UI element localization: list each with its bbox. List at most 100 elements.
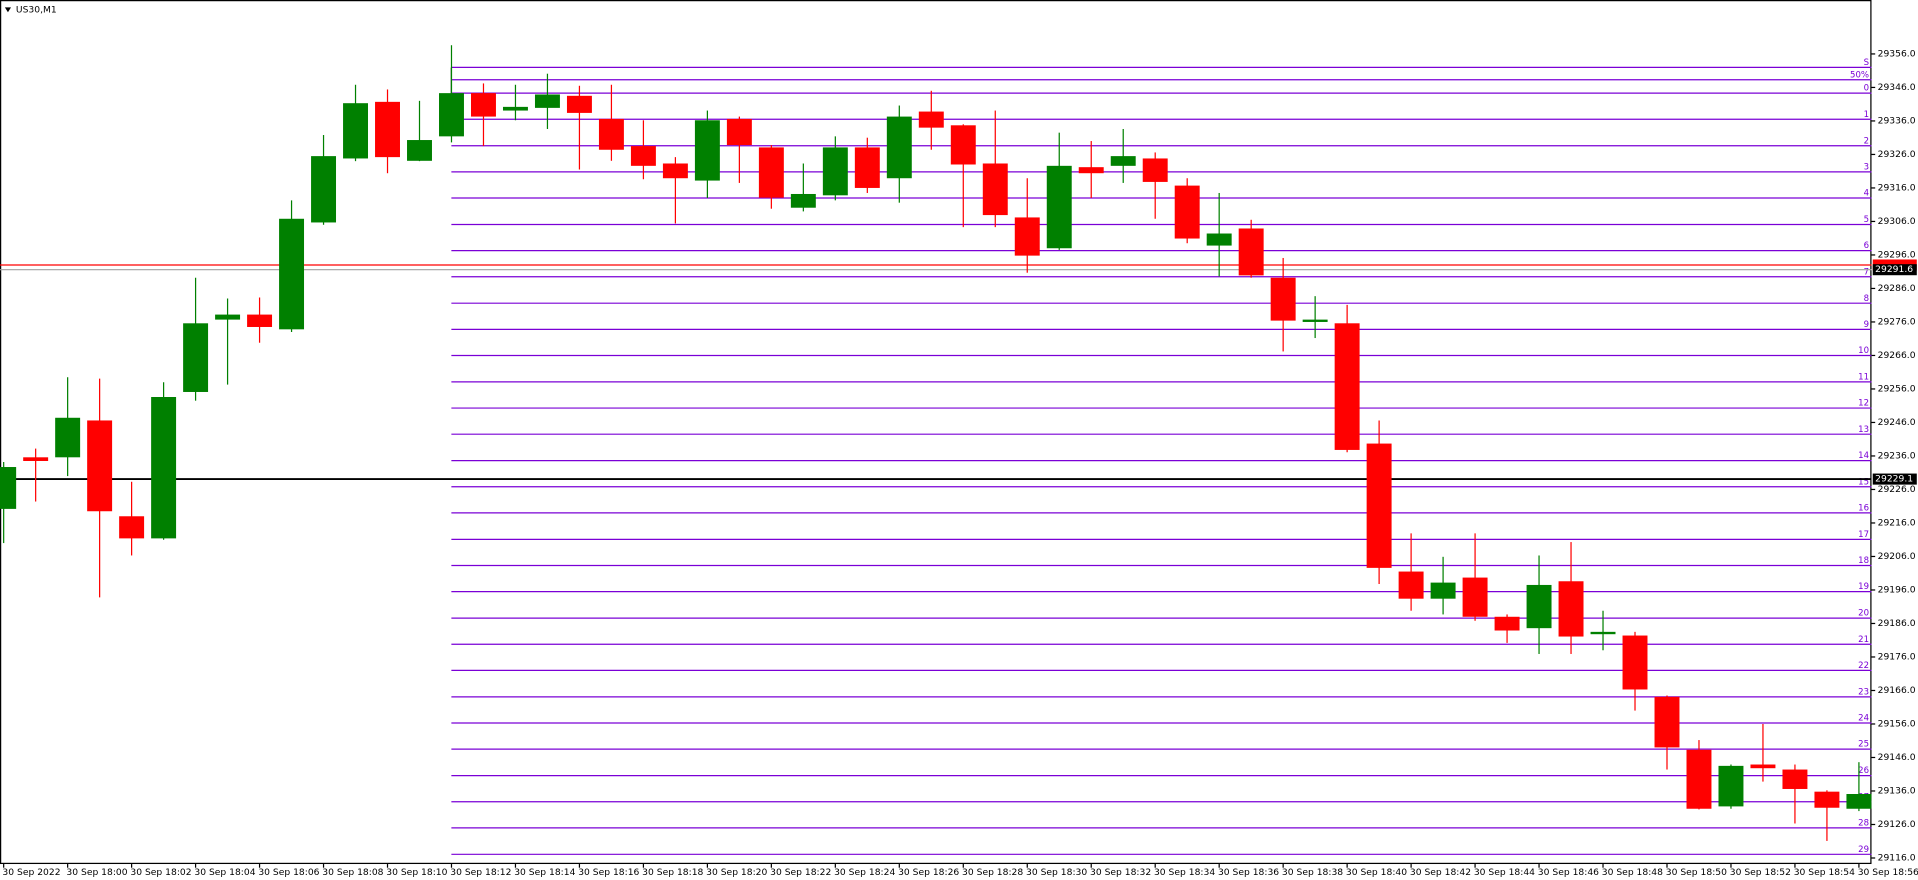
candle-body xyxy=(566,95,592,113)
x-tick-label: 30 Sep 18:02 xyxy=(130,867,191,878)
candle-body xyxy=(694,120,720,181)
x-tick-label: 30 Sep 18:38 xyxy=(1282,867,1343,878)
candle-body xyxy=(1686,749,1712,809)
candle-body xyxy=(311,156,337,223)
y-tick-label: 29186.0 xyxy=(1878,618,1916,629)
x-tick-label: 30 Sep 18:52 xyxy=(1730,867,1791,878)
candle-body xyxy=(183,323,209,392)
y-tick-label: 29316.0 xyxy=(1878,182,1916,193)
candle-body xyxy=(1046,165,1072,249)
y-tick-label: 29206.0 xyxy=(1878,551,1916,562)
x-tick-label: 30 Sep 18:44 xyxy=(1474,867,1535,878)
x-tick-label: 30 Sep 18:28 xyxy=(962,867,1023,878)
x-tick-label: 30 Sep 18:16 xyxy=(578,867,639,878)
candle-body xyxy=(151,397,177,539)
level-label: 8 xyxy=(1864,294,1869,304)
x-tick-label: 30 Sep 18:22 xyxy=(770,867,831,878)
candle-body xyxy=(1590,631,1616,635)
y-tick-label: 29246.0 xyxy=(1878,417,1916,428)
candle-body xyxy=(1526,584,1552,629)
level-label: 4 xyxy=(1864,189,1869,199)
y-tick-label: 29286.0 xyxy=(1878,283,1916,294)
candle-body xyxy=(1846,794,1872,809)
y-tick-label: 29326.0 xyxy=(1878,149,1916,160)
candle-body xyxy=(279,218,305,330)
candle-body xyxy=(1366,443,1392,568)
level-label: 28 xyxy=(1858,818,1869,828)
y-tick-label: 29276.0 xyxy=(1878,316,1916,327)
candle-body xyxy=(502,106,528,111)
level-label: 17 xyxy=(1858,530,1869,540)
level-label: 20 xyxy=(1858,609,1869,619)
candle-body xyxy=(1206,233,1232,246)
level-label: 29 xyxy=(1858,845,1869,855)
y-tick-label: 29356.0 xyxy=(1878,48,1916,59)
level-label: 23 xyxy=(1858,687,1869,697)
level-label: 9 xyxy=(1864,320,1869,330)
candle-body xyxy=(726,118,752,146)
y-tick-label: 29306.0 xyxy=(1878,216,1916,227)
x-tick-label: 30 Sep 18:08 xyxy=(322,867,383,878)
x-tick-label: 30 Sep 18:54 xyxy=(1794,867,1855,878)
level-label: 22 xyxy=(1858,661,1869,671)
level-label: 11 xyxy=(1858,372,1869,382)
y-tick-label: 29196.0 xyxy=(1878,584,1916,595)
x-tick-label: 30 Sep 18:40 xyxy=(1346,867,1407,878)
x-tick-label: 30 Sep 18:36 xyxy=(1218,867,1279,878)
level-label: 18 xyxy=(1858,556,1869,566)
candle-body xyxy=(950,125,976,165)
candle-body xyxy=(375,101,400,158)
candle-body xyxy=(439,93,464,137)
level-label: 6 xyxy=(1864,241,1869,251)
chart-title: US30,M1 xyxy=(16,4,57,15)
x-tick-label: 30 Sep 18:04 xyxy=(194,867,255,878)
candle-body xyxy=(1014,217,1040,256)
level-label: 14 xyxy=(1858,451,1869,461)
candle-body xyxy=(854,147,880,188)
level-label: 2 xyxy=(1864,136,1869,146)
candle-body xyxy=(822,147,848,196)
price-label: 29291.6 xyxy=(1875,264,1913,275)
candle-body xyxy=(471,93,496,117)
x-tick-label: 30 Sep 2022 xyxy=(2,867,60,878)
x-tick-label: 30 Sep 18:50 xyxy=(1666,867,1727,878)
candle-body xyxy=(119,516,145,539)
level-label: 1 xyxy=(1864,110,1869,120)
y-tick-label: 29136.0 xyxy=(1878,785,1916,796)
candle-body xyxy=(1718,765,1744,807)
price-label-box xyxy=(1872,473,1917,485)
candle-body xyxy=(758,147,784,198)
candle-body xyxy=(0,467,17,509)
candle-body xyxy=(1238,228,1264,276)
level-label: 10 xyxy=(1858,346,1869,356)
y-tick-label: 29346.0 xyxy=(1878,82,1916,93)
x-tick-label: 30 Sep 18:46 xyxy=(1538,867,1599,878)
candle-body xyxy=(1334,323,1360,450)
candle-body xyxy=(1750,764,1776,769)
candle-body xyxy=(598,118,624,150)
price-label-box xyxy=(1872,264,1917,276)
y-tick-label: 29166.0 xyxy=(1878,685,1916,696)
candle-body xyxy=(1558,581,1584,637)
level-label: 15 xyxy=(1858,477,1869,487)
x-tick-label: 30 Sep 18:00 xyxy=(66,867,127,878)
candle-body xyxy=(982,163,1008,216)
level-label: 24 xyxy=(1858,714,1869,724)
level-label: 50% xyxy=(1850,70,1869,80)
candle-body xyxy=(1302,319,1328,322)
candle-body xyxy=(1174,185,1200,239)
candle-body xyxy=(630,146,656,166)
y-tick-label: 29126.0 xyxy=(1878,819,1916,830)
candle-body xyxy=(1814,791,1840,808)
y-tick-label: 29176.0 xyxy=(1878,651,1916,662)
x-tick-label: 30 Sep 18:32 xyxy=(1090,867,1151,878)
candle-body xyxy=(87,420,113,512)
price-label: 29229.1 xyxy=(1875,474,1913,485)
level-label: 7 xyxy=(1864,267,1869,277)
x-tick-label: 30 Sep 18:12 xyxy=(450,867,511,878)
candle-body xyxy=(1398,571,1424,599)
x-tick-label: 30 Sep 18:34 xyxy=(1154,867,1215,878)
candle-body xyxy=(1270,277,1296,321)
